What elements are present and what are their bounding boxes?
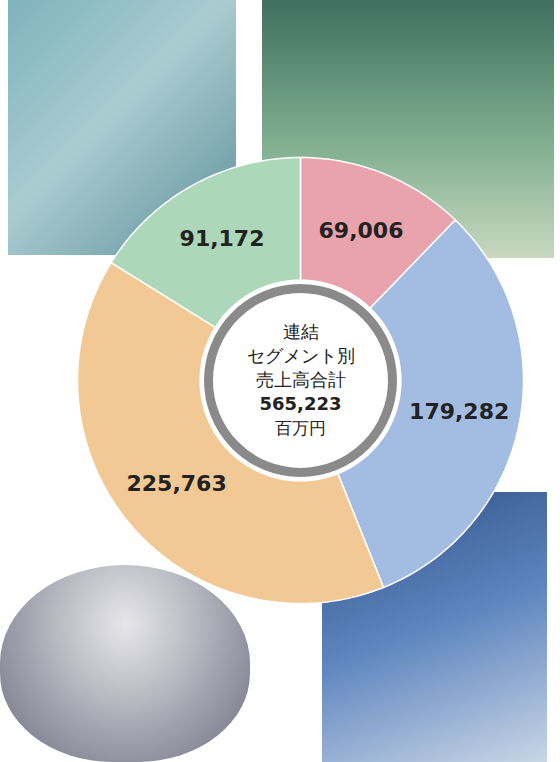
svg-text:連結: 連結 <box>283 321 319 342</box>
svg-text:91,172: 91,172 <box>180 226 265 251</box>
svg-text:69,006: 69,006 <box>319 218 404 243</box>
svg-text:売上高合計: 売上高合計 <box>256 369 346 390</box>
svg-text:225,763: 225,763 <box>126 471 226 496</box>
svg-text:179,282: 179,282 <box>409 399 509 424</box>
svg-text:百万円: 百万円 <box>275 418 326 438</box>
svg-text:565,223: 565,223 <box>260 393 342 414</box>
svg-text:セグメント別: セグメント別 <box>247 345 355 366</box>
